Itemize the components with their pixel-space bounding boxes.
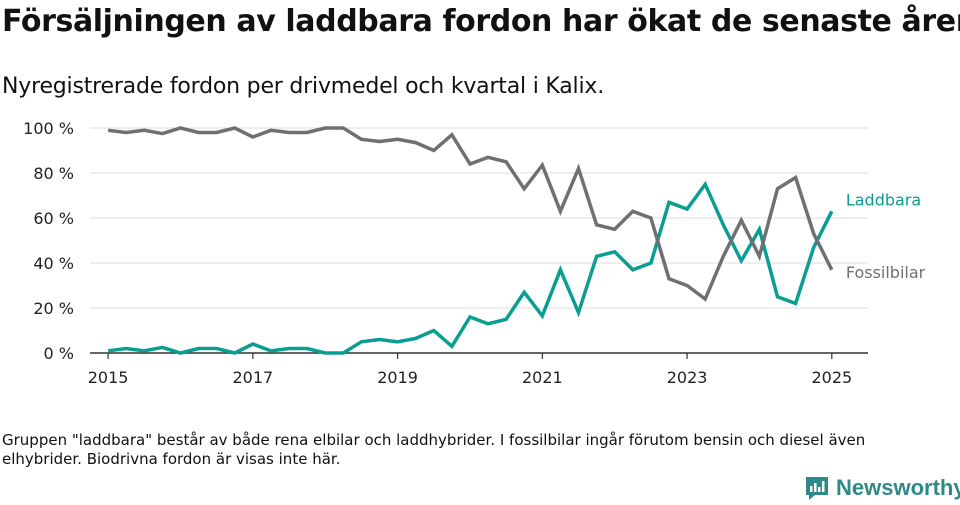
footnote: Gruppen "laddbara" består av både rena e… xyxy=(2,431,866,468)
y-tick-label: 20 % xyxy=(33,299,74,318)
line-chart: 0 % 20 % 40 % 60 % 80 % 100 % 2015 2017 2019 2021… xyxy=(23,119,926,387)
y-tick-label: 60 % xyxy=(33,209,74,228)
x-tick-label: 2025 xyxy=(811,368,852,387)
y-tick-label: 80 % xyxy=(33,164,74,183)
x-tick-label: 2015 xyxy=(88,368,129,387)
newsworthy-logo-icon xyxy=(806,477,828,500)
series-label-laddbara: Laddbara xyxy=(846,190,921,209)
chart-title: Försäljningen av laddbara fordon har öka… xyxy=(2,4,960,39)
newsworthy-logo-text: Newsworthy xyxy=(836,475,960,500)
newsworthy-logo[interactable]: Newsworthy xyxy=(804,475,960,501)
x-tick-label: 2017 xyxy=(232,368,273,387)
y-tick-label: 0 % xyxy=(44,344,74,363)
series-line-fossilbilar xyxy=(107,126,834,302)
series-label-fossilbilar: Fossilbilar xyxy=(846,263,926,282)
x-tick-label: 2019 xyxy=(377,368,418,387)
x-tick-label: 2023 xyxy=(667,368,708,387)
chart-subtitle: Nyregistrerade fordon per drivmedel och … xyxy=(2,74,604,99)
series-line-laddbara xyxy=(107,180,834,355)
x-tick-label: 2021 xyxy=(522,368,563,387)
y-tick-label: 40 % xyxy=(33,254,74,273)
y-tick-label: 100 % xyxy=(23,119,74,138)
